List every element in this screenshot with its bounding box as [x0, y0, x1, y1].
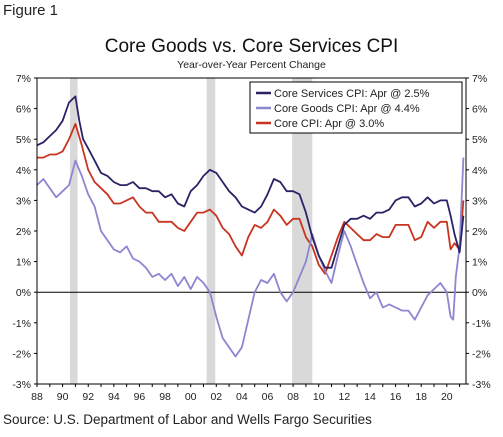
y-tick-label: 5%: [16, 134, 31, 146]
x-tick-label: 06: [262, 391, 274, 403]
y-tick-label: -3%: [472, 379, 491, 391]
y-tick-label: 7%: [472, 73, 487, 85]
source-note: Source: U.S. Department of Labor and Wel…: [3, 412, 372, 427]
legend-label: Core CPI: Apr @ 3.0%: [274, 118, 384, 130]
y-tick-label: 0%: [16, 287, 31, 299]
x-tick-label: 90: [57, 391, 69, 403]
y-tick-label: 6%: [16, 104, 31, 116]
x-tick-label: 96: [134, 391, 146, 403]
chart-subtitle: Year-over-Year Percent Change: [177, 59, 326, 71]
y-tick-label: -1%: [12, 318, 31, 330]
y-tick-label: 3%: [16, 195, 31, 207]
legend-box: [249, 81, 463, 134]
x-tick-label: 04: [236, 391, 248, 403]
figure-label: Figure 1: [3, 2, 59, 19]
y-tick-label: -2%: [12, 348, 31, 360]
series-lines: [36, 95, 465, 358]
x-tick-label: 92: [82, 391, 94, 403]
x-tick-label: 12: [338, 391, 350, 403]
series-line: [36, 95, 465, 269]
recession-bands: [70, 78, 313, 384]
y-tick-label: 1%: [16, 257, 31, 269]
x-tick-label: 16: [390, 391, 402, 403]
y-tick-label: 4%: [472, 165, 487, 177]
y-tick-label: 2%: [472, 226, 487, 238]
x-tick-label: 18: [415, 391, 427, 403]
y-tick-label: 4%: [16, 165, 31, 177]
x-tick-label: 14: [364, 391, 376, 403]
x-tick-label: 98: [159, 391, 171, 403]
y-tick-label: 5%: [472, 134, 487, 146]
x-tick-label: 94: [108, 391, 120, 403]
recession-band: [292, 78, 313, 384]
series-line: [37, 123, 465, 275]
x-tick-label: 00: [185, 391, 197, 403]
legend-label: Core Services CPI: Apr @ 2.5%: [274, 88, 430, 100]
x-axis: 88 90 92 94 96 98 00 02 04 06 08 10 12 14 16 18 20: [31, 384, 461, 403]
chart-title: Core Goods vs. Core Services CPI: [104, 36, 399, 57]
x-tick-label: 20: [441, 391, 453, 403]
y-axis-left: -3% -2% -1% 0% 1% 2% 3% 4% 5% 6% 7%: [12, 73, 37, 391]
legend: Core Services CPI: Apr @ 2.5% Core Goods …: [249, 81, 463, 134]
legend-label: Core Goods CPI: Apr @ 4.4%: [274, 103, 420, 115]
y-tick-label: -2%: [472, 348, 491, 360]
x-tick-label: 02: [210, 391, 222, 403]
y-tick-label: 0%: [472, 287, 487, 299]
recession-band: [206, 78, 216, 384]
y-tick-label: 6%: [472, 104, 487, 116]
y-tick-label: -3%: [12, 379, 31, 391]
y-tick-label: 3%: [472, 195, 487, 207]
y-tick-label: 2%: [16, 226, 31, 238]
x-tick-label: 88: [31, 391, 43, 403]
y-tick-label: 1%: [472, 257, 487, 269]
series-line: [36, 157, 465, 358]
x-tick-label: 10: [313, 391, 325, 403]
y-axis-right: -3% -2% -1% 0% 1% 2% 3% 4% 5% 6% 7%: [466, 73, 491, 391]
y-tick-label: -1%: [472, 318, 491, 330]
y-tick-label: 7%: [16, 73, 31, 85]
recession-band: [70, 78, 78, 384]
x-tick-label: 08: [287, 391, 299, 403]
